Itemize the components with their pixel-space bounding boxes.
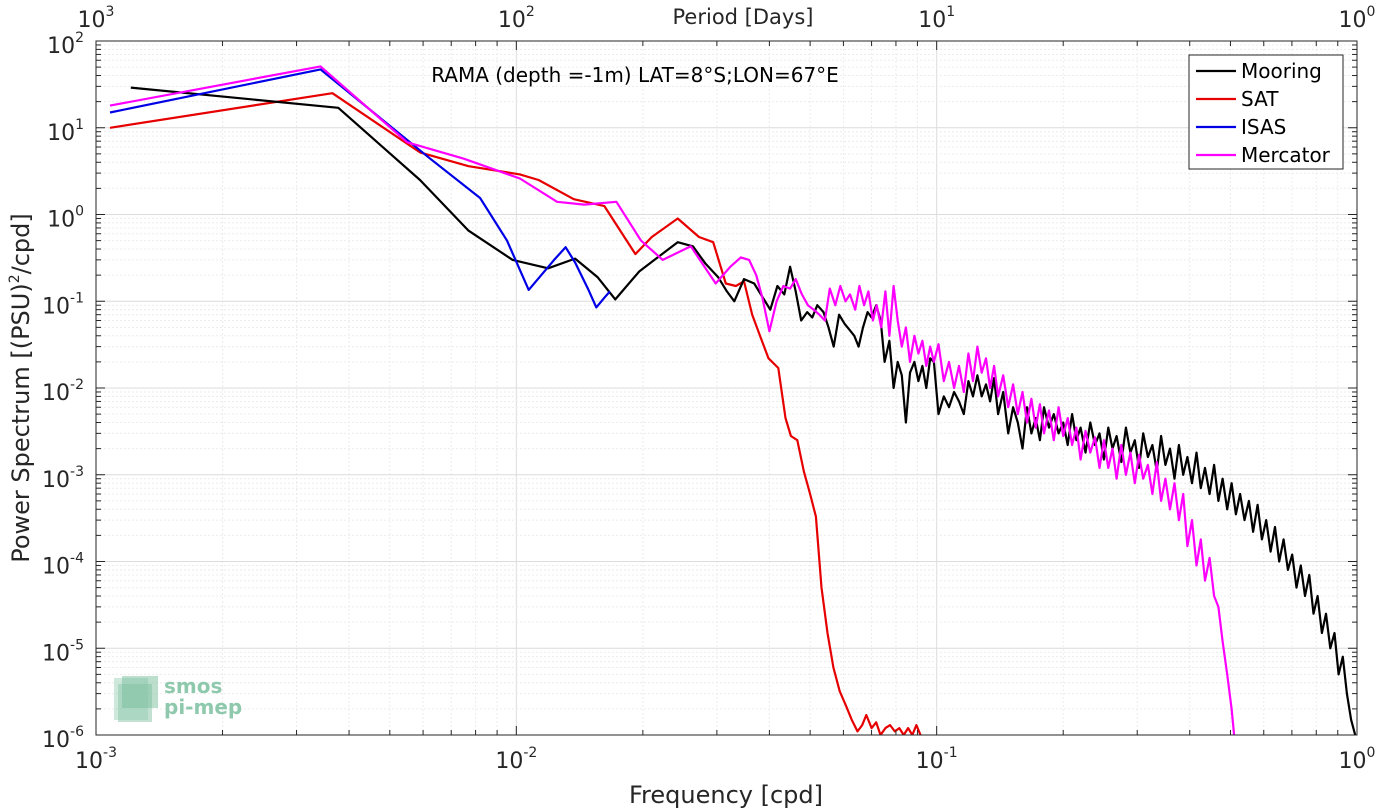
y-tick-label: 100 xyxy=(47,204,84,233)
top-x-tick-label: 100 xyxy=(1339,4,1376,33)
y-axis-label: Power Spectrum [(PSU)2/cpd] xyxy=(7,213,35,563)
series-layer xyxy=(109,65,1357,735)
x-axis-label: Frequency [cpd] xyxy=(629,781,823,809)
x-tick-label: 10-1 xyxy=(916,745,958,774)
ticks xyxy=(95,41,1357,736)
y-tick-label: 10-2 xyxy=(42,377,84,406)
top-x-tick-label: 102 xyxy=(498,4,535,33)
chart-title: RAMA (depth =-1m) LAT=8°S;LON=67°E xyxy=(431,63,839,87)
series-line-mercator xyxy=(109,65,1236,735)
legend-label-isas: ISAS xyxy=(1241,115,1286,139)
x-tick-label: 100 xyxy=(1339,745,1376,774)
legend: Mooring SAT ISAS Mercator xyxy=(1188,54,1344,170)
y-tick-label: 10-4 xyxy=(42,551,84,580)
legend-label-mercator: Mercator xyxy=(1241,143,1331,167)
logo-text-pi-mep: pi-mep xyxy=(164,695,242,719)
legend-label-sat: SAT xyxy=(1241,87,1279,111)
logo-text-smos: smos xyxy=(164,674,222,698)
y-tick-label: 101 xyxy=(47,117,84,146)
y-tick-label: 10-1 xyxy=(42,290,84,319)
series-line-isas xyxy=(109,68,611,309)
series-line-sat xyxy=(109,92,922,735)
top-x-tick-label: 101 xyxy=(918,4,955,33)
x-tick-label: 10-3 xyxy=(75,745,117,774)
top-x-tick-label: 103 xyxy=(78,4,115,33)
y-tick-label: 102 xyxy=(47,30,84,59)
smos-pi-mep-logo: smos pi-mep xyxy=(114,674,242,722)
legend-box xyxy=(1188,54,1344,170)
y-tick-label: 10-3 xyxy=(42,464,84,493)
x-tick-label: 10-2 xyxy=(495,745,537,774)
y-tick-label: 10-6 xyxy=(42,724,84,753)
logo-mark xyxy=(114,676,158,722)
legend-label-mooring: Mooring xyxy=(1241,59,1322,83)
series-line-mooring xyxy=(130,86,1357,735)
y-tick-label: 10-5 xyxy=(42,637,84,666)
top-x-axis-label: Period [Days] xyxy=(673,5,814,29)
